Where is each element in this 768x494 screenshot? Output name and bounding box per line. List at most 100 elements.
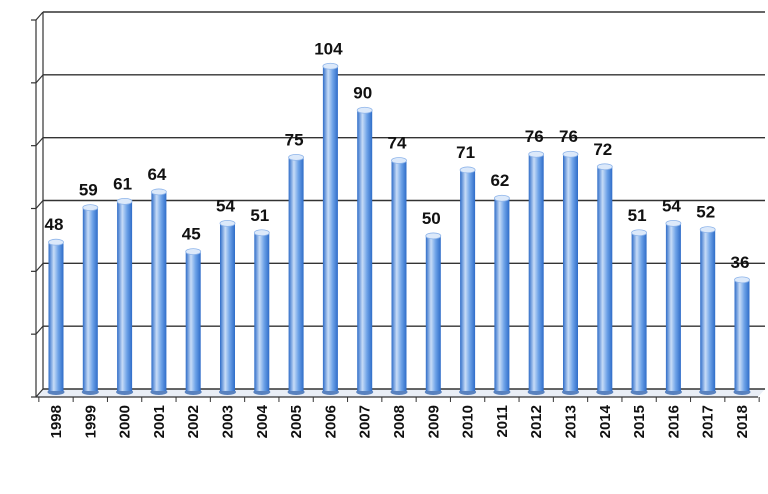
bar-top: [288, 153, 305, 161]
bar-body: [734, 279, 750, 391]
bar-top: [631, 229, 647, 237]
bar-2001: [150, 188, 168, 395]
gridline-side: [35, 388, 44, 398]
bar-2018: [733, 276, 751, 395]
x-tick-label-2011: 2011: [494, 405, 511, 438]
bar-top: [185, 248, 202, 256]
bar-body: [700, 229, 716, 391]
bar-top: [734, 276, 750, 284]
bar-2009: [424, 232, 442, 395]
bar-body: [597, 166, 613, 391]
data-label-2008: 74: [388, 134, 407, 153]
x-tick-label-1998: 1998: [48, 405, 65, 438]
data-label-2016: 54: [662, 196, 681, 215]
bar-top: [459, 166, 476, 174]
bar-top: [356, 106, 373, 114]
gridline-side: [35, 74, 44, 84]
x-tick-label-2016: 2016: [665, 405, 682, 438]
bar-2002: [184, 248, 202, 395]
x-tick-label-2017: 2017: [700, 405, 717, 438]
x-tick-label-2010: 2010: [460, 405, 477, 438]
bar-top: [562, 150, 579, 158]
bar-body: [631, 232, 647, 391]
data-label-2017: 52: [696, 203, 715, 222]
bar-top: [528, 150, 545, 158]
gridline-side: [35, 325, 44, 335]
x-tick-label-1999: 1999: [82, 405, 99, 438]
x-tick-label-2001: 2001: [151, 405, 168, 438]
data-label-1999: 59: [79, 181, 98, 200]
bar-body: [117, 201, 133, 391]
bar-2016: [664, 219, 682, 395]
bar-2005: [287, 153, 305, 395]
data-label-2005: 75: [285, 130, 304, 149]
bar-2014: [596, 163, 614, 395]
bar-body: [48, 242, 64, 391]
bar-body: [288, 157, 304, 391]
bar-top: [48, 238, 64, 246]
bar-top: [150, 188, 167, 196]
bar-body: [425, 235, 441, 391]
data-label-2018: 36: [731, 253, 750, 272]
bar-2004: [253, 229, 271, 395]
bar-top: [219, 219, 236, 227]
bar-1999: [81, 204, 99, 395]
bar-body: [494, 198, 510, 391]
x-tick-label-2008: 2008: [391, 405, 408, 438]
x-tick-label-2015: 2015: [631, 405, 648, 438]
bar-1998: [47, 238, 65, 395]
data-label-2014: 72: [593, 140, 612, 159]
bar-body: [151, 191, 167, 391]
gridline-side: [35, 200, 44, 209]
gridline-side: [35, 262, 44, 272]
x-tick-label-2009: 2009: [425, 405, 442, 438]
bar-2017: [699, 226, 717, 395]
x-tick-label-2006: 2006: [322, 405, 339, 438]
x-tick-label-2005: 2005: [288, 405, 305, 438]
bar-top: [82, 204, 99, 212]
bar-2012: [527, 150, 545, 395]
data-label-1998: 48: [45, 215, 64, 234]
data-label-2000: 61: [113, 174, 132, 193]
data-label-2012: 76: [525, 127, 544, 146]
data-label-2010: 71: [456, 143, 475, 162]
data-label-2015: 51: [628, 206, 647, 225]
data-label-2011: 62: [490, 171, 509, 190]
data-label-2013: 76: [559, 127, 578, 146]
data-label-2009: 50: [422, 209, 441, 228]
data-label-2002: 45: [182, 225, 201, 244]
bar-body: [220, 223, 235, 391]
x-tick-label-2003: 2003: [220, 405, 237, 438]
bar-body: [357, 110, 373, 391]
data-label-2001: 64: [147, 165, 166, 184]
bar-2011: [493, 194, 511, 395]
bar-top: [253, 229, 270, 237]
chart-x-tick-labels: 1998 1999 2000 2001 2002 2003 2004 2005 2006 2007…: [48, 404, 751, 438]
bar-top: [493, 194, 510, 202]
data-label-2006: 104: [314, 39, 343, 58]
bar-body: [185, 251, 201, 391]
data-label-2007: 90: [353, 83, 372, 102]
bar-body: [460, 169, 476, 391]
chart-bars: [47, 62, 751, 395]
gridline-side: [35, 11, 44, 21]
bar-2003: [219, 219, 236, 395]
x-tick-label-2014: 2014: [597, 404, 614, 438]
x-tick-label-2007: 2007: [357, 405, 374, 438]
bar-body: [563, 154, 578, 391]
bar-body: [82, 207, 98, 391]
bar-2006: [321, 62, 339, 395]
bar-top: [425, 232, 442, 240]
bar-body: [391, 160, 407, 391]
x-tick-label-2004: 2004: [254, 404, 271, 438]
bar-top: [322, 62, 339, 70]
x-tick-label-2013: 2013: [563, 405, 580, 438]
chart-data-labels: 48 59 61 64 45 54 51 75 104 90 74 50 71 62 76 76 72 51 54 5…: [45, 39, 750, 272]
bar-2000: [116, 197, 134, 395]
bar-body: [322, 66, 338, 392]
bar-top: [116, 197, 133, 205]
x-tick-label-2012: 2012: [528, 405, 545, 438]
bar-2010: [459, 166, 477, 395]
bar-2013: [562, 150, 579, 395]
